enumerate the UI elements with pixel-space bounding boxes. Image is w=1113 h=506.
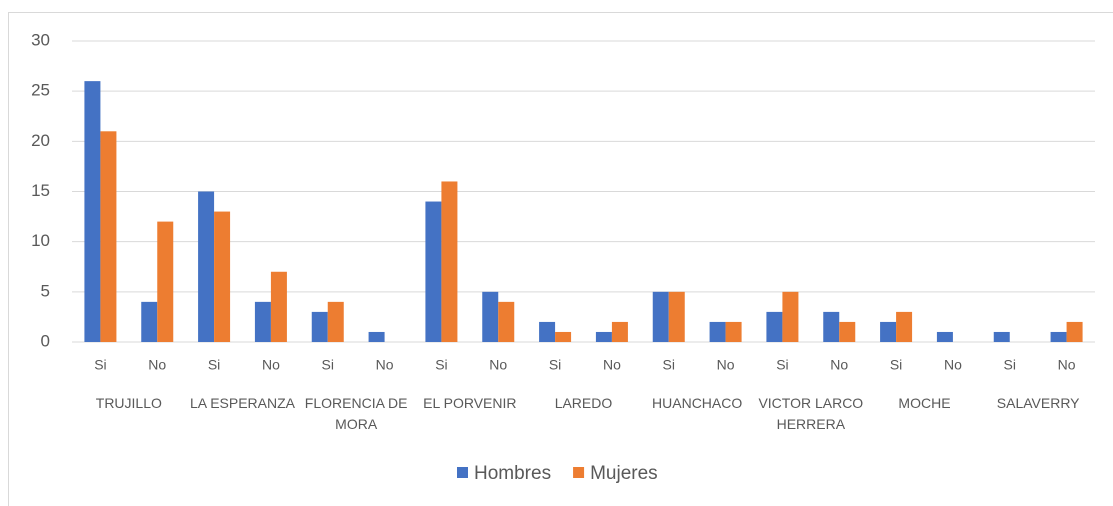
- x-tick-label: Si: [663, 357, 675, 373]
- bar: [595, 331, 612, 342]
- bar: [157, 221, 174, 342]
- bar: [327, 301, 344, 342]
- bar: [652, 291, 669, 342]
- x-tick-label: No: [603, 357, 621, 373]
- group-label: VICTOR LARCO HERRERA: [758, 395, 864, 432]
- y-tick-label: 15: [31, 181, 50, 200]
- bar: [709, 321, 726, 342]
- bar: [880, 321, 897, 342]
- x-tick-label: Si: [435, 357, 447, 373]
- group-label: MOCHE: [898, 395, 951, 411]
- group-label: EL PORVENIR: [423, 395, 517, 411]
- x-tick-label: No: [148, 357, 166, 373]
- chart-border: [8, 12, 1113, 506]
- bar: [936, 331, 953, 342]
- bar: [611, 321, 628, 342]
- y-tick-label: 10: [31, 231, 50, 250]
- x-tick-label: No: [717, 357, 735, 373]
- legend-label: Hombres: [474, 463, 551, 484]
- bar: [839, 321, 856, 342]
- bar: [84, 81, 101, 342]
- bar: [425, 201, 442, 342]
- bar: [1050, 331, 1067, 342]
- legend-label: Mujeres: [590, 463, 658, 484]
- bar: [141, 301, 158, 342]
- legend-swatch: [573, 467, 585, 478]
- bar: [1066, 321, 1083, 342]
- group-label: TRUJILLO: [95, 395, 162, 411]
- x-tick-label: No: [376, 357, 394, 373]
- bar: [725, 321, 742, 342]
- bar: [539, 321, 556, 342]
- group-label: LA ESPERANZA: [189, 395, 295, 411]
- bar: [441, 181, 458, 342]
- x-tick-label: Si: [549, 357, 561, 373]
- bar: [254, 301, 271, 342]
- y-tick-label: 0: [41, 331, 50, 350]
- group-label: FLORENCIA DE MORA: [304, 395, 408, 432]
- bar: [896, 311, 913, 342]
- x-tick-label: No: [262, 357, 280, 373]
- y-tick-label: 25: [31, 81, 50, 100]
- bar: [766, 311, 783, 342]
- bar: [368, 331, 385, 342]
- bar: [198, 191, 215, 342]
- x-tick-label: Si: [94, 357, 106, 373]
- x-tick-label: No: [944, 357, 962, 373]
- y-tick-label: 5: [41, 281, 50, 300]
- legend-swatch: [457, 467, 468, 478]
- bar: [270, 271, 287, 342]
- y-tick-label: 30: [31, 30, 50, 49]
- x-tick-label: Si: [890, 357, 902, 373]
- x-tick-label: Si: [1004, 357, 1016, 373]
- bar: [993, 331, 1010, 342]
- bar: [668, 291, 685, 342]
- x-tick-label: No: [830, 357, 848, 373]
- bar: [100, 131, 117, 342]
- x-tick-label: No: [489, 357, 507, 373]
- y-tick-label: 20: [31, 131, 50, 150]
- group-label: LAREDO: [554, 395, 613, 411]
- bar: [214, 211, 231, 342]
- bar: [498, 301, 515, 342]
- bar: [782, 291, 799, 342]
- bar: [555, 331, 572, 342]
- group-label: SALAVERRY: [996, 395, 1080, 411]
- bar: [311, 311, 328, 342]
- group-label: HUANCHACO: [652, 395, 743, 411]
- x-tick-label: Si: [322, 357, 334, 373]
- x-tick-label: Si: [208, 357, 220, 373]
- bar: [823, 311, 840, 342]
- x-tick-label: Si: [776, 357, 788, 373]
- bar: [482, 291, 499, 342]
- x-tick-label: No: [1058, 357, 1076, 373]
